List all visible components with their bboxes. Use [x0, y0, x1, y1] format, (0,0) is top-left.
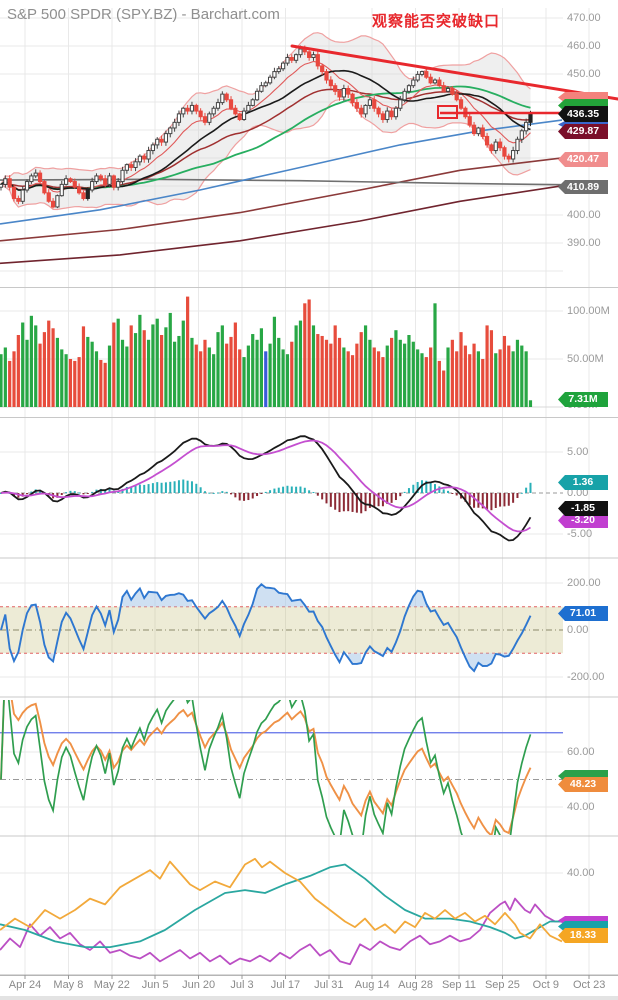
x-axis-label: Aug 28	[398, 979, 434, 991]
bottom-scroll-strip	[0, 996, 618, 1000]
rsi-slow-tag: 48.23	[558, 777, 608, 792]
x-axis-label: Jun 5	[141, 979, 169, 991]
volume-tag: 7.31M	[558, 392, 608, 407]
anchor-ma-tag: 410.89	[558, 180, 608, 194]
bollinger-upper-tag	[558, 92, 608, 103]
x-axis-label: Jul 31	[314, 979, 344, 991]
y-axis-label: -5.00	[567, 528, 593, 540]
last-price-tag: 436.35	[558, 106, 608, 122]
y-axis-label: 470.00	[567, 12, 601, 24]
macd-line-tag: -1.85	[558, 501, 608, 516]
x-axis-label: May 22	[93, 979, 130, 991]
x-axis-label: Jun 20	[182, 979, 216, 991]
x-axis-label: Oct 23	[572, 979, 606, 991]
sma20-tag: 429.87	[558, 124, 608, 139]
y-axis-label: 40.00	[567, 867, 595, 879]
dmi-orange-tag: 18.33	[558, 928, 608, 943]
y-axis-label: 50.00M	[567, 353, 604, 365]
y-axis-label: 460.00	[567, 40, 601, 52]
x-axis-label: Sep 25	[484, 979, 520, 991]
x-axis-label: Apr 24	[8, 979, 42, 991]
gap-annotation-text: 观察能否突破缺口	[372, 13, 501, 30]
y-axis-label: 60.00	[567, 746, 595, 758]
y-axis-label: 100.00M	[567, 305, 610, 317]
dmi-teal-tag	[558, 921, 608, 932]
y-axis-label: 450.00	[567, 68, 601, 80]
y-axis-label: 400.00	[567, 209, 601, 221]
x-axis-label: Jul 3	[230, 979, 254, 991]
x-axis-label: May 8	[53, 979, 84, 991]
y-axis-label: 0.00	[567, 624, 589, 636]
macd-hist-tag: 1.36	[558, 475, 608, 490]
y-axis-label: 40.00	[567, 801, 595, 813]
cci-tag: 71.01	[558, 606, 608, 621]
chart-title: S&P 500 SPDR (SPY.BZ) - Barchart.com	[7, 6, 280, 23]
y-axis-label: 200.00	[567, 577, 601, 589]
x-axis-label: Sep 11	[441, 979, 477, 991]
macd-signal-tag: -3.20	[558, 513, 608, 528]
x-axis-label: Jul 17	[270, 979, 301, 991]
long-ma-tag: 420.47	[558, 152, 608, 167]
y-axis-label: 390.00	[567, 237, 601, 249]
dmi-magenta-tag	[558, 916, 608, 925]
x-axis-label: Oct 9	[532, 979, 559, 991]
y-axis-label: 5.00	[567, 446, 589, 458]
y-axis-label: 0.00	[567, 487, 589, 499]
y-axis-label: -200.00	[567, 671, 605, 683]
x-axis-label: Aug 14	[354, 979, 390, 991]
